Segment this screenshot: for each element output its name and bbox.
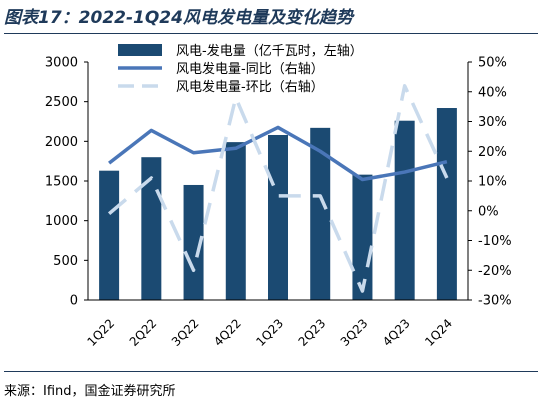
- legend-swatch-bar: [118, 44, 162, 56]
- right-tick-label: -10%: [478, 234, 512, 249]
- line-series: [107, 84, 449, 293]
- left-tick-label: 500: [53, 254, 78, 269]
- chart-canvas: 0 500 1000 1500 2000 2500 3000 -30% -20% -10% 0% 10…: [45, 43, 512, 349]
- legend: 风电-发电量（亿千瓦时，左轴） 风电发电量-同比（右轴） 风电发电量-环比（右轴）: [118, 43, 363, 95]
- axes: [84, 61, 472, 301]
- source-divider: [4, 371, 538, 372]
- yoy-line: [108, 125, 448, 182]
- legend-label-bar: 风电-发电量（亿千瓦时，左轴）: [176, 43, 363, 59]
- title-divider: [4, 33, 538, 34]
- bar: [352, 174, 373, 300]
- x-tick-label: 2Q22: [127, 316, 160, 349]
- legend-label-qoq: 风电发电量-环比（右轴）: [176, 79, 324, 95]
- left-tick-label: 1000: [45, 214, 78, 229]
- right-tick-label: 20%: [478, 145, 507, 160]
- right-tick-label: -20%: [478, 264, 512, 279]
- chart-title: 图表17：2022-1Q24风电发电量及变化趋势: [4, 8, 353, 28]
- right-tick-label: 30%: [478, 115, 507, 130]
- bar: [310, 127, 331, 300]
- x-tick-label: 4Q23: [380, 316, 413, 349]
- x-tick-label: 2Q23: [296, 316, 329, 349]
- right-tick-label: 10%: [478, 175, 507, 190]
- x-tick-label: 4Q22: [211, 316, 244, 349]
- qoq-line: [107, 84, 449, 293]
- legend-label-yoy: 风电发电量-同比（右轴）: [176, 61, 324, 77]
- left-tick-label: 3000: [45, 56, 78, 71]
- x-tick-label: 1Q23: [253, 316, 286, 349]
- left-tick-label: 0: [70, 294, 78, 309]
- bar-series: [99, 108, 457, 300]
- left-tick-label: 2000: [45, 135, 78, 150]
- bar: [436, 108, 457, 300]
- right-tick-label: 0%: [478, 204, 499, 219]
- bar: [225, 142, 246, 300]
- right-tick-label: -30%: [478, 294, 512, 309]
- bar: [183, 184, 204, 300]
- right-tick-label: 40%: [478, 85, 507, 100]
- bar: [268, 134, 288, 300]
- x-tick-label: 1Q22: [84, 316, 117, 349]
- x-tick-label: 1Q24: [422, 316, 455, 349]
- left-tick-label: 2500: [45, 95, 78, 110]
- right-tick-label: 50%: [478, 56, 507, 71]
- source-note: 来源：Ifind，国金证券研究所: [4, 384, 176, 399]
- x-tick-label: 3Q22: [169, 316, 202, 349]
- x-tick-label: 3Q23: [338, 316, 371, 349]
- bar: [99, 170, 120, 300]
- bar: [394, 120, 415, 300]
- left-tick-label: 1500: [45, 175, 78, 190]
